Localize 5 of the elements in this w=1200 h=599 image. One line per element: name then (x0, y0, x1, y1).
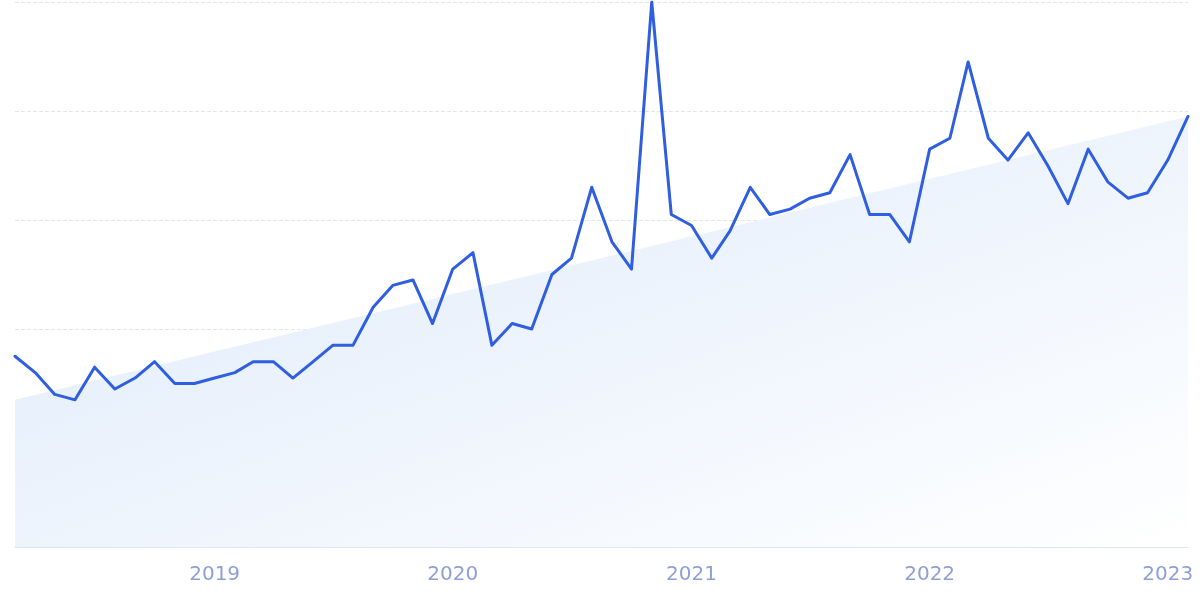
x-tick-label: 2022 (904, 561, 956, 585)
x-tick-label: 2023 (1142, 561, 1194, 585)
x-tick-label: 2021 (666, 561, 717, 585)
x-tick-label: 2019 (189, 561, 241, 585)
x-tick-label: 2020 (427, 561, 479, 585)
